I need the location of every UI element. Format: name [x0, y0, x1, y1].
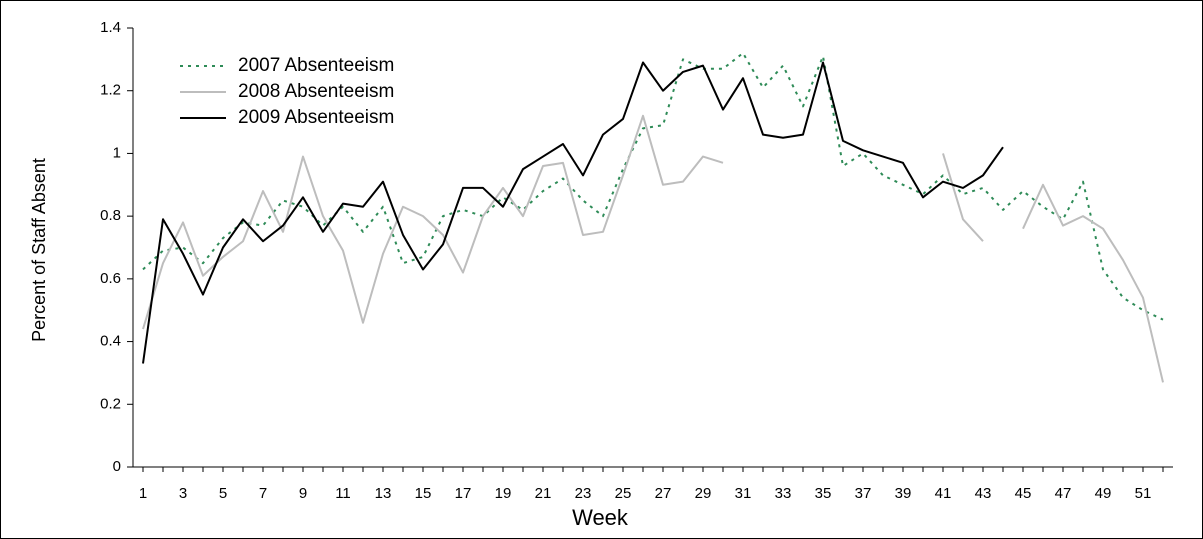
y-tick-label: 1.4	[100, 19, 121, 36]
x-tick-label: 21	[535, 485, 552, 502]
x-tick-label: 49	[1095, 485, 1112, 502]
x-tick-label: 39	[895, 485, 912, 502]
y-tick-label: 1	[113, 144, 121, 161]
x-tick-label: 7	[259, 485, 267, 502]
x-tick-label: 15	[415, 485, 432, 502]
x-tick-label: 51	[1135, 485, 1152, 502]
legend-label: 2009 Absenteeism	[238, 107, 394, 128]
legend-label: 2008 Absenteeism	[238, 81, 394, 102]
x-tick-label: 37	[855, 485, 872, 502]
x-tick-label: 13	[375, 485, 392, 502]
x-tick-label: 9	[299, 485, 307, 502]
x-tick-label: 17	[455, 485, 472, 502]
legend-label: 2007 Absenteeism	[238, 55, 394, 76]
series-line	[142, 114, 1164, 383]
y-tick-label: 1.2	[100, 82, 121, 99]
x-tick-label: 41	[935, 485, 952, 502]
x-tick-label: 45	[1015, 485, 1032, 502]
x-tick-label: 29	[695, 485, 712, 502]
x-tick-label: 23	[575, 485, 592, 502]
x-tick-label: 35	[815, 485, 832, 502]
x-tick-label: 25	[615, 485, 632, 502]
y-tick-label: 0.8	[100, 207, 121, 224]
x-tick-label: 3	[179, 485, 187, 502]
y-tick-label: 0	[113, 458, 121, 475]
x-tick-label: 1	[139, 485, 147, 502]
x-tick-label: 11	[335, 485, 351, 502]
series-line	[142, 61, 1004, 364]
y-tick-label: 0.2	[100, 395, 121, 412]
x-tick-label: 5	[219, 485, 227, 502]
x-axis-label: Week	[572, 505, 629, 530]
x-tick-label: 43	[975, 485, 992, 502]
x-tick-label: 31	[735, 485, 752, 502]
y-axis-label: Percent of Staff Absent	[29, 158, 49, 342]
y-tick-label: 0.4	[100, 333, 121, 350]
x-tick-label: 33	[775, 485, 792, 502]
x-tick-label: 27	[655, 485, 672, 502]
x-tick-label: 19	[495, 485, 512, 502]
x-tick-label: 47	[1055, 485, 1072, 502]
y-tick-label: 0.6	[100, 270, 121, 287]
